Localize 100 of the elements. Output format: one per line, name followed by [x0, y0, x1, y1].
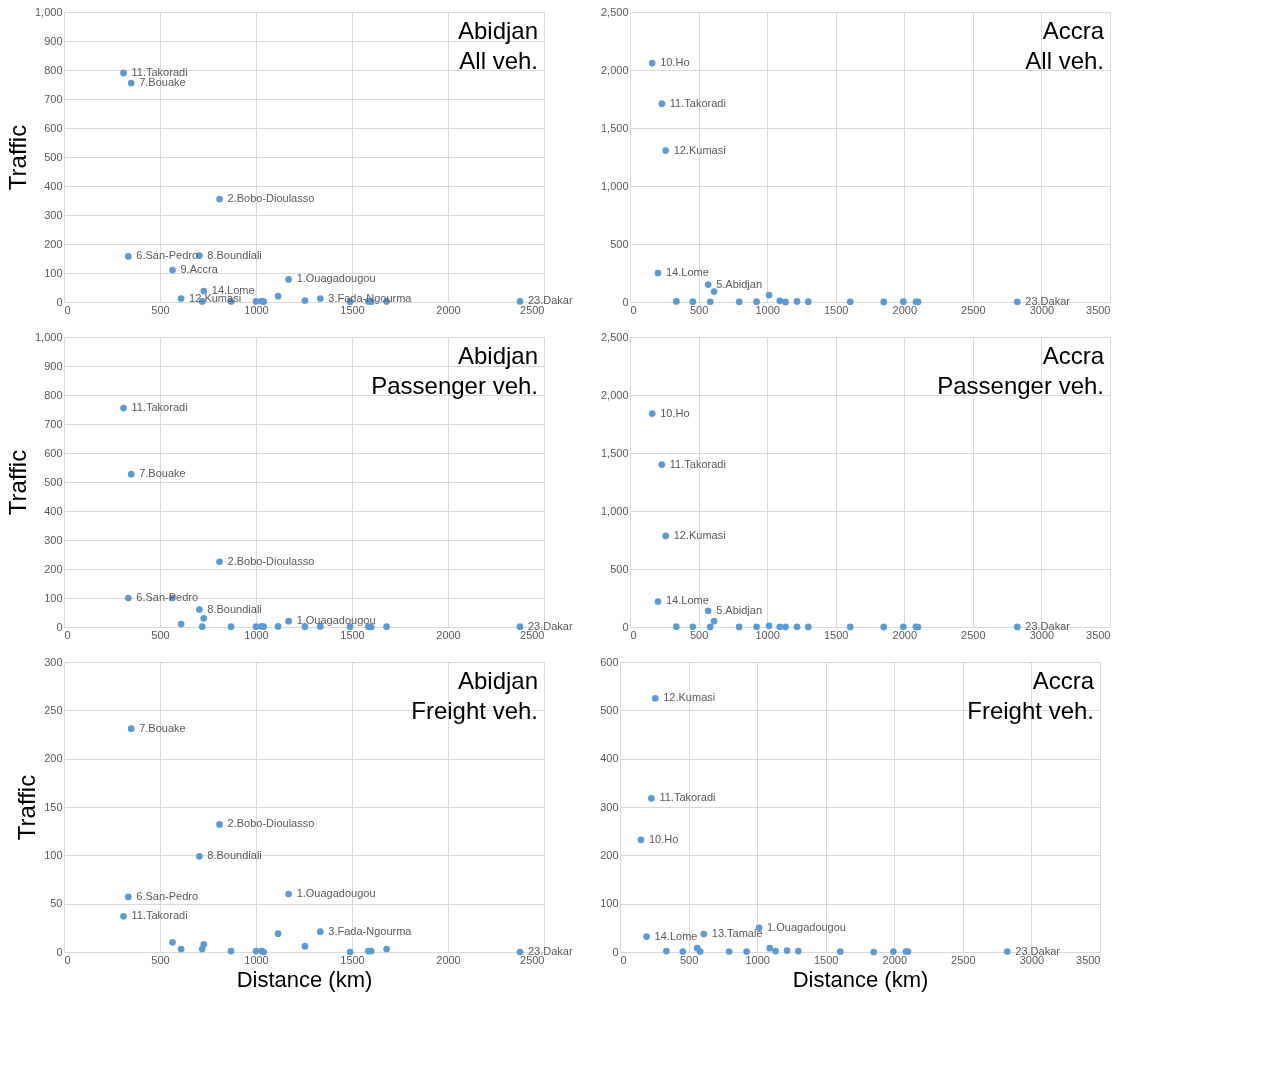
- y-tick-label: 300: [44, 533, 63, 546]
- y-tick-label: 300: [600, 800, 619, 813]
- y-tick-label: 0: [622, 620, 629, 633]
- x-tick-label: 2000: [882, 953, 908, 966]
- annotation: 5.Abidjan: [716, 277, 763, 290]
- x-tick-label: 0: [64, 628, 71, 641]
- y-tick-label: 100: [44, 266, 63, 279]
- annotation: 7.Bouake: [139, 467, 186, 480]
- x-tick-label: 0: [630, 303, 637, 316]
- y-tick-label: 200: [600, 848, 619, 861]
- x-tick-label: 3500: [1086, 628, 1111, 641]
- annotation: 3.Fada-Ngourma: [328, 291, 413, 304]
- x-tick-label: 2000: [892, 303, 918, 316]
- text: Passenger veh.: [937, 372, 1104, 399]
- annotation: 11.Takoradi: [131, 401, 188, 414]
- x-tick-label: 3500: [1086, 303, 1111, 316]
- x-tick-label: 0: [64, 953, 71, 966]
- annotation: 10.Ho: [660, 406, 690, 419]
- annotation: 11.Takoradi: [669, 96, 726, 109]
- x-tick-label: 500: [151, 628, 170, 641]
- annotation: 6.San-Pedro: [136, 889, 199, 902]
- annotation: 8.Boundiali: [207, 849, 262, 862]
- x-tick-label: 1000: [745, 953, 770, 966]
- x-tick-label: 500: [151, 953, 170, 966]
- y-tick-label: 1,000: [34, 330, 63, 343]
- annotation: 2.Bobo-Dioulasso: [227, 554, 315, 567]
- x-tick-label: 2000: [436, 303, 461, 316]
- y-tick-label: 800: [44, 63, 63, 76]
- x-tick-label: 1500: [340, 303, 365, 316]
- y-axis-title: Traffic: [13, 774, 41, 841]
- x-tick-label: 1500: [823, 303, 849, 316]
- annotation: 14.Lome: [654, 929, 698, 942]
- y-tick-label: 2,000: [600, 388, 629, 401]
- x-tick-label: 3500: [1076, 953, 1101, 966]
- annotation: 10.Ho: [648, 832, 679, 845]
- annotation: 11.Takoradi: [659, 791, 716, 804]
- chart-title: Accra: [1042, 342, 1105, 369]
- y-tick-label: 500: [600, 703, 619, 716]
- annotation: 13.Tamale: [711, 927, 763, 940]
- chart-title: Abidjan: [457, 17, 538, 44]
- annotation: 12.Kumasi: [673, 528, 726, 541]
- annotation: 11.Takoradi: [131, 65, 188, 78]
- x-tick-label: 1500: [340, 628, 365, 641]
- y-tick-label: 900: [44, 34, 63, 47]
- annotation: 1.Ouagadougou: [296, 887, 376, 899]
- y-tick-label: 700: [44, 92, 63, 105]
- y-tick-label: 500: [610, 237, 629, 250]
- annotation: 14.Lome: [665, 266, 709, 278]
- y-tick-label: 800: [44, 388, 63, 401]
- y-tick-label: 2,500: [600, 5, 629, 18]
- y-tick-label: 250: [44, 703, 63, 716]
- y-tick-label: 900: [44, 359, 63, 372]
- text: Passenger veh.: [371, 372, 538, 399]
- y-tick-label: 600: [44, 446, 63, 459]
- annotation: 8.Boundiali: [207, 602, 262, 615]
- y-tick-label: 0: [56, 945, 63, 958]
- y-tick-label: 1,000: [600, 504, 629, 517]
- annotation: 11.Takoradi: [669, 457, 726, 470]
- x-tick-label: 2000: [436, 628, 461, 641]
- y-tick-label: 400: [600, 752, 619, 765]
- y-tick-label: 150: [44, 800, 63, 813]
- chart-title: Abidjan: [457, 342, 538, 369]
- annotation: 8.Boundiali: [207, 248, 262, 261]
- y-tick-label: 0: [622, 295, 629, 308]
- x-axis-title: Distance (km): [792, 966, 929, 992]
- x-tick-label: 1000: [755, 303, 780, 316]
- y-tick-label: 1,500: [600, 121, 629, 134]
- annotation: 9.Accra: [180, 263, 219, 276]
- y-tick-label: 100: [600, 897, 619, 910]
- annotation: 2.Bobo-Dioulasso: [227, 192, 315, 205]
- y-tick-label: 700: [44, 417, 63, 430]
- text: All veh.: [459, 47, 538, 74]
- y-tick-label: 2,000: [600, 63, 629, 76]
- x-tick-label: 2000: [892, 628, 918, 641]
- y-tick-label: 600: [600, 655, 619, 668]
- y-tick-label: 2,500: [600, 330, 629, 343]
- x-tick-label: 1000: [244, 303, 269, 316]
- y-tick-label: 500: [44, 475, 63, 488]
- x-tick-label: 1500: [813, 953, 839, 966]
- x-tick-label: 2000: [436, 953, 461, 966]
- y-tick-label: 0: [56, 620, 63, 633]
- y-tick-label: 200: [44, 237, 63, 250]
- annotation: 7.Bouake: [139, 721, 186, 734]
- y-tick-label: 500: [44, 150, 63, 163]
- annotation: 2.Bobo-Dioulasso: [227, 817, 315, 830]
- annotation: 3.Fada-Ngourma: [328, 924, 413, 937]
- y-tick-label: 100: [44, 591, 63, 604]
- x-tick-label: 500: [689, 628, 709, 641]
- annotation: 12.Kumasi: [663, 691, 716, 704]
- x-tick-label: 1000: [755, 628, 780, 641]
- y-tick-label: 1,000: [600, 179, 629, 192]
- x-tick-label: 500: [679, 953, 699, 966]
- text: All veh.: [1025, 47, 1104, 74]
- y-tick-label: 400: [44, 179, 63, 192]
- y-tick-label: 300: [44, 655, 63, 668]
- x-tick-label: 0: [64, 303, 71, 316]
- annotation: 10.Ho: [660, 56, 690, 69]
- annotation: 5.Abidjan: [716, 603, 763, 616]
- y-axis-title: Traffic: [3, 124, 31, 191]
- annotation: 14.Lome: [665, 594, 709, 607]
